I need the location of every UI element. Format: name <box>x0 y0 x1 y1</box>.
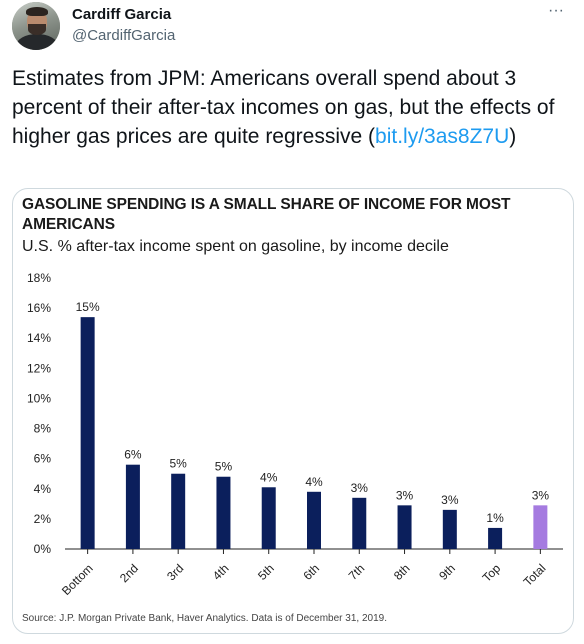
y-tick-label: 8% <box>34 422 52 436</box>
chart-subtitle: U.S. % after-tax income spent on gasolin… <box>22 238 449 255</box>
author-handle[interactable]: @CardiffGarcia <box>72 27 176 44</box>
data-label: 6% <box>124 448 142 462</box>
y-tick-label: 6% <box>34 452 52 466</box>
x-tick-label: Total <box>521 561 549 589</box>
bar <box>171 473 186 549</box>
x-tick-label: 4th <box>210 561 232 583</box>
data-label: 3% <box>351 481 369 495</box>
tweet-text: Estimates from JPM: Americans overall sp… <box>12 64 574 151</box>
x-tick-label: 5th <box>255 561 277 583</box>
y-tick-label: 0% <box>34 542 52 556</box>
bar <box>488 527 503 549</box>
data-label: 3% <box>396 488 414 502</box>
data-label: 5% <box>215 460 233 474</box>
bar <box>216 476 231 549</box>
bar <box>533 505 548 549</box>
avatar[interactable] <box>12 2 60 50</box>
bar <box>80 317 95 549</box>
bar <box>397 505 412 549</box>
chart-image-card[interactable]: GASOLINE SPENDING IS A SMALL SHARE OF IN… <box>12 188 574 634</box>
y-tick-label: 16% <box>27 301 51 315</box>
data-label: 15% <box>76 300 100 314</box>
bar <box>307 491 321 549</box>
y-tick-label: 12% <box>27 361 51 375</box>
bar <box>352 497 367 549</box>
tweet-text-body: Estimates from JPM: Americans overall sp… <box>12 67 555 148</box>
author-name[interactable]: Cardiff Garcia <box>72 6 172 23</box>
x-tick-label: 6th <box>300 561 322 583</box>
data-label: 5% <box>170 457 188 471</box>
y-tick-label: 10% <box>27 391 51 405</box>
bar <box>125 464 140 549</box>
more-options-icon[interactable]: ··· <box>548 2 564 19</box>
x-tick-label: 7th <box>346 561 368 583</box>
bar <box>261 487 276 549</box>
x-tick-label: Top <box>480 561 504 585</box>
data-label: 3% <box>532 488 550 502</box>
bar-chart: 0% 2% 4% 6% 8% 10% 12% 14% 16% 18% 15% Bottom 6% 2nd 5… <box>27 271 563 598</box>
data-label: 4% <box>260 470 278 484</box>
y-tick-label: 14% <box>27 331 51 345</box>
x-tick-label: 3rd <box>164 561 186 583</box>
tweet-header: Cardiff Garcia @CardiffGarcia ··· <box>12 0 572 56</box>
x-tick-label: 9th <box>436 561 458 583</box>
chart-source: Source: J.P. Morgan Private Bank, Haver … <box>22 613 387 624</box>
chart-title: GASOLINE SPENDING IS A SMALL SHARE OF IN… <box>22 196 511 233</box>
y-tick-label: 4% <box>34 482 52 496</box>
data-label: 3% <box>441 493 459 507</box>
tweet-link[interactable]: bit.ly/3as8Z7U <box>375 125 510 148</box>
tweet-text-closing: ) <box>509 125 517 148</box>
y-tick-label: 2% <box>34 512 52 526</box>
x-tick-label: 2nd <box>117 561 141 585</box>
data-label: 4% <box>305 475 323 489</box>
bar <box>442 509 457 549</box>
y-tick-label: 18% <box>27 271 51 285</box>
x-tick-label: 8th <box>391 561 413 583</box>
x-tick-label: Bottom <box>59 561 96 598</box>
data-label: 1% <box>486 511 504 525</box>
